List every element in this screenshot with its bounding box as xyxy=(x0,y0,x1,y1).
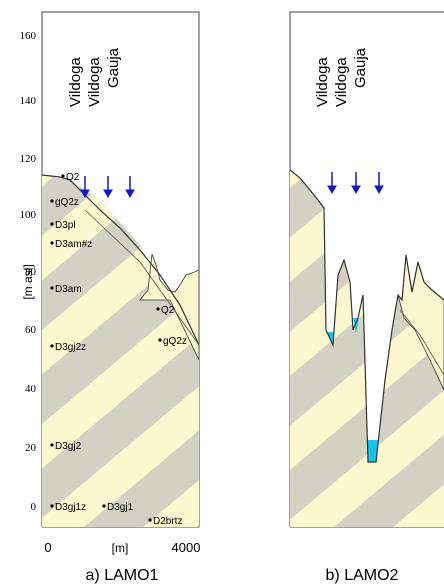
fault-line xyxy=(399,309,444,376)
x-tick: 4000 xyxy=(172,540,201,555)
layer-label: D3am#z xyxy=(55,239,92,250)
y-tick: 60 xyxy=(25,324,37,336)
layer-marker xyxy=(148,518,152,522)
panel-b xyxy=(289,11,444,528)
y-tick: 40 xyxy=(25,383,37,395)
layer-marker xyxy=(102,504,106,508)
y-axis-label: [m asl] xyxy=(21,264,35,299)
river-arrow-icon xyxy=(103,176,113,199)
layer-marker xyxy=(50,286,54,290)
layer-label: D3gj1z xyxy=(55,502,86,513)
strata-bedrock xyxy=(42,175,199,527)
y-tick: 160 xyxy=(20,30,37,42)
river-arrow-icon xyxy=(327,172,337,195)
x-tick: 0 xyxy=(44,540,51,555)
river-arrow-icon xyxy=(374,172,384,195)
y-tick: 140 xyxy=(20,95,37,107)
quaternary-cover xyxy=(139,253,199,361)
layer-label: D2brtz xyxy=(153,516,182,527)
panel-a xyxy=(41,11,200,528)
river-arrow-icon xyxy=(80,176,90,199)
y-axis: 160 140 120 100 80 60 40 20 0 xyxy=(20,30,37,513)
layer-marker xyxy=(158,338,162,342)
strata-bedrock xyxy=(290,170,444,527)
layer-marker xyxy=(156,307,160,311)
layer-label-group: Q2 gQ2z D3pl D3am#z D3am D3gj2z D3gj2 D3… xyxy=(50,172,187,527)
layer-label: D3gj2z xyxy=(55,342,86,353)
layer-marker xyxy=(61,174,65,178)
layer-marker xyxy=(50,241,54,245)
river-label: Gauja xyxy=(105,47,122,88)
layer-label: gQ2z xyxy=(163,336,187,347)
fault-line xyxy=(84,209,199,346)
ground-surface-line xyxy=(290,169,444,463)
y-tick: 120 xyxy=(20,153,37,165)
river-arrow-icon xyxy=(125,176,135,199)
x-axis: 0 [m] 4000 xyxy=(44,540,200,555)
layer-label: Q2 xyxy=(66,172,80,183)
layer-label: D3gj1 xyxy=(107,502,134,513)
river-label: Vildoga xyxy=(314,57,331,107)
y-tick: 80 xyxy=(25,266,37,278)
river-arrow-icon xyxy=(351,172,361,195)
layer-label: D3gj2 xyxy=(55,441,82,452)
river-label: Gauja xyxy=(352,47,369,88)
layer-label: D3pl xyxy=(55,220,76,231)
y-tick: 100 xyxy=(20,209,37,221)
layer-label: gQ2z xyxy=(55,197,79,208)
river-label: Vildoga xyxy=(86,57,103,107)
layer-marker xyxy=(50,344,54,348)
ground-surface-line xyxy=(42,174,199,346)
y-tick: 20 xyxy=(25,442,37,454)
river-label: Vildoga xyxy=(333,57,350,107)
layer-marker xyxy=(50,199,54,203)
y-tick: 0 xyxy=(31,501,37,513)
river-water xyxy=(367,440,378,462)
layer-label: D3am xyxy=(55,284,82,295)
river-water xyxy=(353,318,359,333)
layer-marker xyxy=(50,222,54,226)
x-unit: [m] xyxy=(112,541,129,555)
river-label: Vildoga xyxy=(67,57,84,107)
panel-a-caption: a) LAMO1 xyxy=(86,567,159,584)
layer-marker xyxy=(50,443,54,447)
layer-label: Q2 xyxy=(161,305,175,316)
layer-marker xyxy=(50,504,54,508)
panel-b-caption: b) LAMO2 xyxy=(326,567,399,584)
